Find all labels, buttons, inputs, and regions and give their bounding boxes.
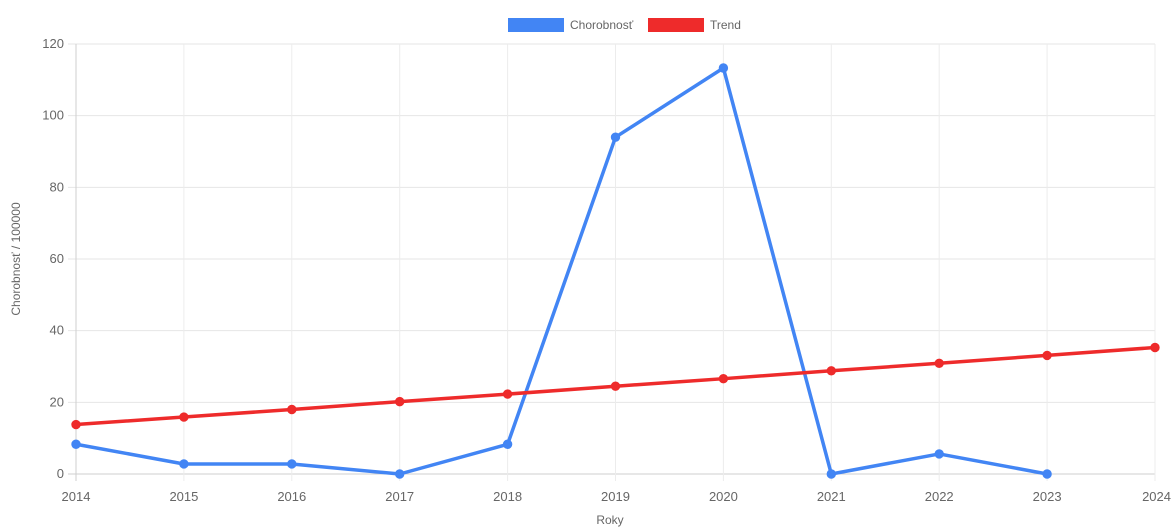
x-tick-label: 2022 [925,489,954,504]
data-point[interactable] [1150,342,1160,353]
legend-swatch[interactable] [508,18,564,32]
y-tick-label: 120 [42,36,64,51]
data-point[interactable] [610,132,621,142]
x-tick-label: 2017 [385,489,414,504]
data-point[interactable] [287,404,297,415]
data-point[interactable] [179,459,189,469]
x-tick-label: 2019 [601,489,630,504]
data-point[interactable] [1042,469,1052,479]
series [71,63,1160,479]
x-tick-label: 2015 [169,489,198,504]
x-tick-label: 2018 [493,489,522,504]
grid [68,43,1156,481]
data-point[interactable] [502,389,513,399]
y-tick-label: 0 [57,466,64,481]
x-axis-title: Roky [596,513,623,527]
y-tick-label: 60 [50,251,64,266]
data-point[interactable] [1042,350,1052,361]
data-point[interactable] [718,373,729,384]
legend-label[interactable]: Chorobnosť [570,18,634,32]
data-point[interactable] [502,439,513,449]
x-tick-label: 2014 [62,489,91,504]
data-point[interactable] [610,381,621,391]
series-line-1 [74,66,1049,476]
x-tick-label: 2016 [277,489,306,504]
data-point[interactable] [826,366,836,376]
data-point[interactable] [71,439,81,449]
axes: 0 20 40 60 80 100 120 2014 2015 2016 2017 2018 2019 2… [42,36,1171,504]
y-tick-label: 20 [50,394,64,409]
data-point[interactable] [179,412,189,422]
x-tick-label: 2023 [1033,489,1062,504]
data-point[interactable] [934,449,944,459]
x-tick-label: 2020 [709,489,738,504]
y-tick-label: 80 [50,179,64,194]
x-tick-label: 2024 [1142,489,1171,504]
data-point[interactable] [718,63,729,73]
data-point[interactable] [826,469,836,479]
data-point[interactable] [71,419,81,430]
legend-swatch[interactable] [648,18,704,32]
legend-label[interactable]: Trend [710,18,741,32]
y-tick-label: 40 [50,323,64,338]
x-tick-label: 2021 [817,489,846,504]
data-point[interactable] [395,396,405,407]
y-axis-title: Chorobnosť / 100000 [9,202,23,316]
data-point[interactable] [287,459,297,469]
data-point[interactable] [395,469,405,479]
y-tick-label: 100 [42,108,64,123]
data-point[interactable] [934,358,944,368]
legend[interactable]: Chorobnosť Trend [508,18,741,32]
